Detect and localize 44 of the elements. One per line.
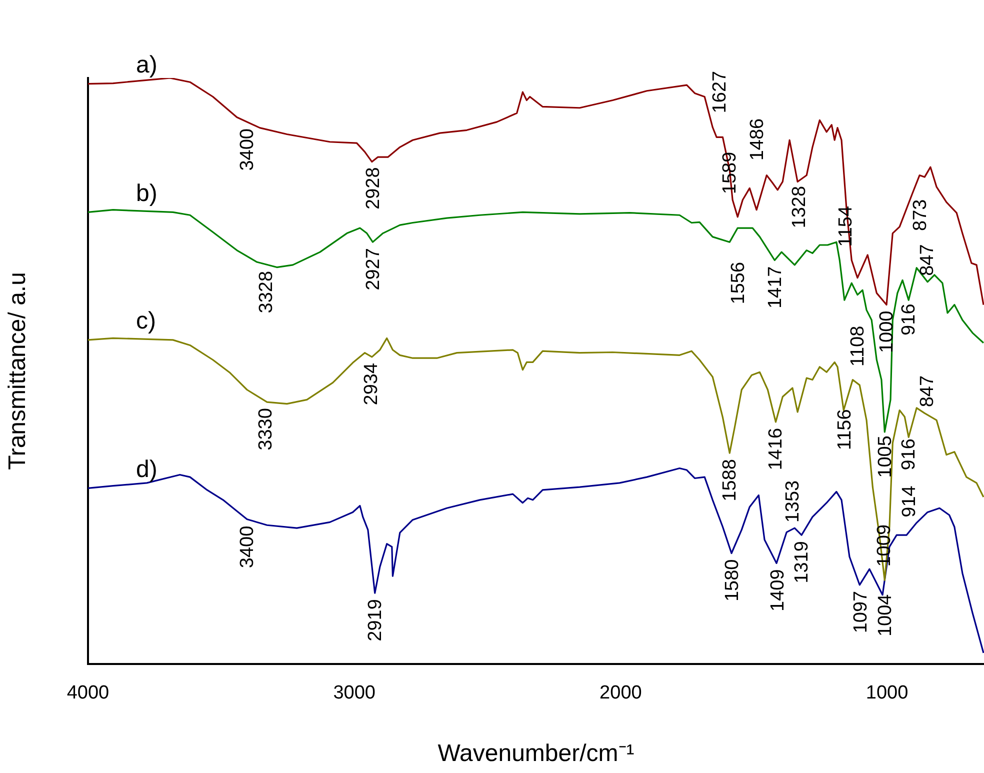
annotation: 847: [917, 244, 938, 276]
annotation: 3400: [237, 128, 258, 171]
annotation: 1154: [835, 206, 856, 247]
x-axis-title: Wavenumber/cm⁻¹: [438, 740, 634, 768]
y-axis-title: Transmittance/ a.u: [4, 272, 32, 470]
annotation: 1589: [719, 152, 740, 194]
annotation: 1156: [834, 409, 856, 450]
x-tick-label: 1000: [866, 682, 908, 704]
annotation: 1416: [765, 428, 786, 470]
annotation: 3328: [256, 270, 278, 314]
annotation: 1009: [874, 524, 895, 567]
annotation: 916: [898, 304, 920, 336]
series-label: a): [136, 51, 158, 78]
annotation: 2934: [361, 362, 382, 406]
annotation: 847: [917, 375, 938, 408]
annotation: 2928: [362, 167, 384, 210]
annotation: 3330: [256, 408, 277, 450]
annotation: 1353: [782, 480, 804, 523]
annotation: 3400: [237, 526, 258, 568]
series-label: b): [136, 180, 158, 207]
x-tick-label: 4000: [66, 682, 110, 704]
x-tick-label: 3000: [333, 682, 376, 704]
series-label: d): [136, 456, 158, 483]
annotation: 1627: [709, 70, 730, 114]
series-label: c): [136, 308, 156, 335]
annotation: 2927: [363, 248, 384, 290]
annotation: 1097: [850, 590, 872, 634]
annotation: 914: [899, 485, 920, 518]
annotation: 873: [910, 199, 932, 231]
annotation: 1000: [876, 310, 898, 354]
annotation: 1409: [767, 569, 788, 612]
annotation: 1486: [746, 118, 768, 161]
annotation: 1319: [791, 541, 812, 584]
annotation: 1328: [788, 186, 810, 228]
annotation: 1108: [848, 326, 869, 367]
annotation: 1588: [720, 459, 741, 502]
annotation: 1580: [722, 559, 743, 602]
annotation: 1004: [875, 594, 896, 637]
annotation: 916: [898, 438, 920, 470]
annotation: 1005: [874, 436, 896, 478]
x-tick-label: 2000: [600, 682, 642, 704]
annotation: 1556: [728, 262, 750, 304]
annotation: 2919: [365, 599, 386, 642]
annotation: 1417: [765, 266, 786, 309]
